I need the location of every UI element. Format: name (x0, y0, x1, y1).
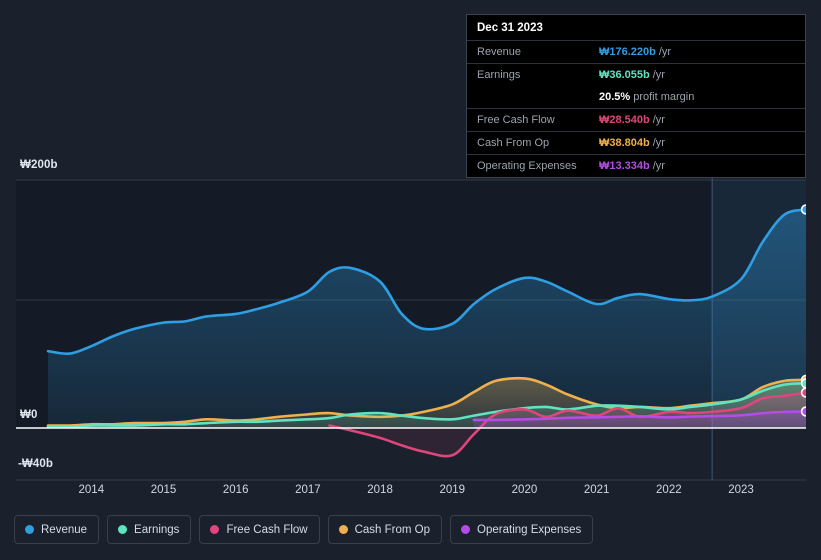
tooltip-rows: Revenue ₩176.220b/yr Earnings ₩36.055b/yr 20… (467, 40, 805, 177)
line-revenue (46, 208, 806, 356)
tooltip-row-value-group: ₩36.055b/yr (599, 69, 665, 81)
tooltip-row-value: 20.5% (599, 91, 631, 103)
endpoint-marker-free-cash-flow (802, 389, 806, 397)
tooltip-row: Revenue ₩176.220b/yr (467, 40, 805, 63)
y-axis-label-0: ₩0 (20, 409, 38, 421)
x-axis-tick-2015: 2015 (150, 484, 177, 496)
tooltip-row-label: Cash From Op (477, 137, 550, 149)
tooltip-row-value: ₩13.334b (599, 160, 650, 172)
endpoint-marker-operating-expenses (802, 407, 806, 416)
x-axis-tick-2017: 2017 (295, 484, 321, 496)
chart-tooltip: Dec 31 2023 Revenue ₩176.220b/yr Earnings ₩… (466, 14, 806, 178)
tooltip-row-value-group: ₩13.334b/yr (599, 160, 665, 172)
tooltip-row-unit: /yr (658, 46, 672, 58)
tooltip-row-value: ₩28.540b (599, 114, 650, 126)
tooltip-row: Free Cash Flow ₩28.540b/yr (467, 108, 805, 131)
tooltip-row-value-group: ₩176.220b/yr (599, 46, 671, 58)
tooltip-row-value: ₩38.804b (599, 137, 650, 149)
area-fill-operating-expenses (473, 411, 806, 428)
y-axis-label-neg40b: -₩40b (18, 458, 53, 470)
chart-plot-area (16, 176, 806, 481)
legend-color-dot (25, 525, 34, 534)
tooltip-row-unit: /yr (652, 69, 665, 81)
tooltip-row-label: Free Cash Flow (477, 114, 555, 126)
legend-item-label: Free Cash Flow (226, 523, 308, 536)
line-free-cash-flow (328, 391, 806, 458)
tooltip-row-unit: /yr (652, 137, 665, 149)
tooltip-row-label: Earnings (477, 69, 521, 81)
x-axis-tick-2016: 2016 (222, 484, 249, 496)
area-fill-revenue (48, 209, 806, 428)
legend-item-revenue[interactable]: Revenue (14, 515, 100, 544)
x-axis-tick-2022: 2022 (656, 484, 682, 496)
x-axis-tick-2018: 2018 (367, 484, 393, 496)
tooltip-row-unit: profit margin (633, 91, 695, 103)
tooltip-row: Earnings ₩36.055b/yr (467, 63, 805, 86)
line-operating-expenses (472, 410, 806, 422)
x-axis-tick-2023: 2023 (728, 484, 754, 496)
tooltip-row-value-group: 20.5% profit margin (599, 91, 694, 103)
legend-color-dot (210, 525, 220, 534)
legend-item-operating-expenses[interactable]: Operating Expenses (450, 515, 594, 544)
line-earnings (46, 381, 806, 429)
chart-svg (16, 176, 806, 481)
x-axis-tick-2019: 2019 (439, 484, 466, 496)
tooltip-row-label: Revenue (477, 46, 522, 58)
tooltip-row-unit: /yr (652, 114, 665, 126)
tooltip-row: Operating Expenses ₩13.334b/yr (467, 154, 805, 177)
tooltip-date: Dec 31 2023 (477, 22, 543, 34)
tooltip-row: 20.5% profit margin (467, 86, 805, 108)
tooltip-row-value-group: ₩28.540b/yr (599, 114, 665, 126)
tooltip-row-value: ₩176.220b (599, 46, 656, 58)
y-axis-label-200b: ₩200b (20, 159, 58, 171)
endpoint-marker-revenue (802, 205, 806, 214)
legend-item-label: Cash From Op (354, 523, 431, 536)
endpoint-marker-earnings (802, 379, 806, 387)
tooltip-row-unit: /yr (652, 160, 665, 172)
legend-item-label: Operating Expenses (477, 523, 582, 536)
tooltip-row-value: ₩36.055b (599, 69, 650, 81)
tooltip-row-label: Operating Expenses (477, 160, 577, 172)
chart-legend: Revenue Earnings Free Cash Flow Cash From O… (14, 515, 594, 544)
tooltip-row: Cash From Op ₩38.804b/yr (467, 131, 805, 154)
legend-item-cash-from-op[interactable]: Cash From Op (327, 515, 443, 544)
legend-color-dot (338, 525, 348, 534)
legend-item-label: Earnings (134, 523, 180, 536)
legend-item-free-cash-flow[interactable]: Free Cash Flow (199, 515, 320, 544)
legend-item-earnings[interactable]: Earnings (107, 515, 192, 544)
tooltip-row-value-group: ₩38.804b/yr (599, 137, 665, 149)
legend-color-dot (118, 525, 128, 534)
x-axis-tick-2014: 2014 (78, 484, 105, 496)
x-axis-tick-2021: 2021 (583, 484, 610, 496)
x-axis-tick-2020: 2020 (511, 484, 538, 496)
legend-color-dot (461, 525, 471, 534)
legend-item-label: Revenue (41, 523, 88, 536)
